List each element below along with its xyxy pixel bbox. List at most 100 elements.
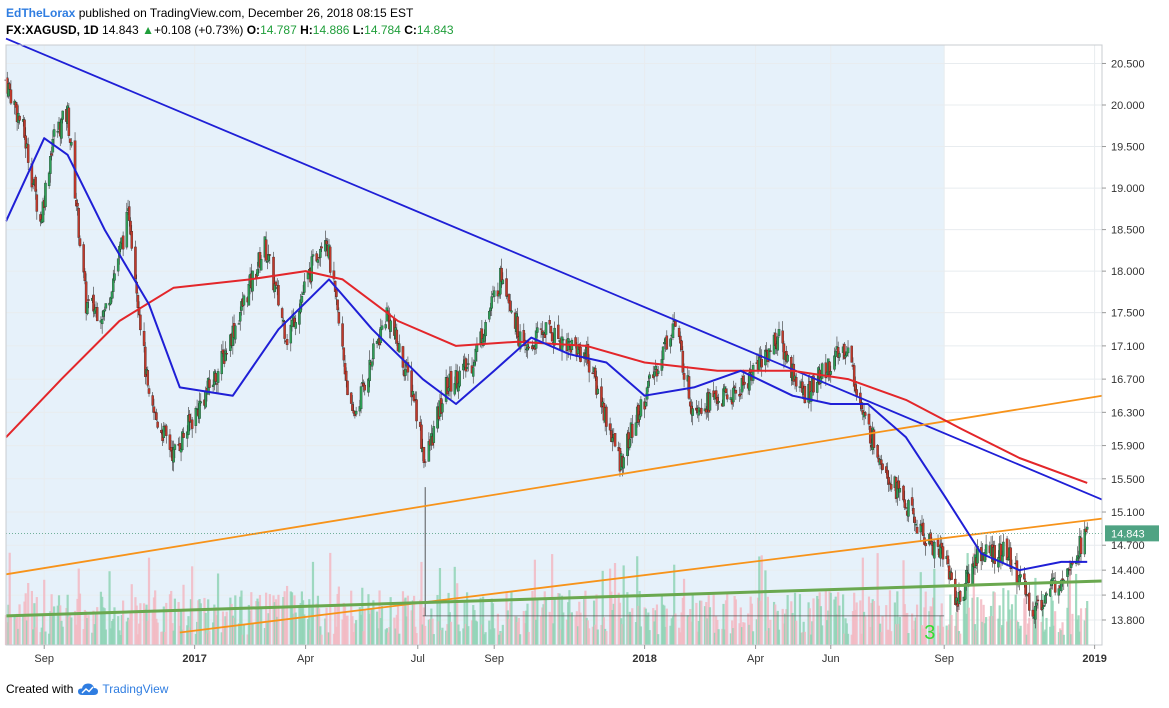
volume-bar <box>897 623 900 645</box>
volume-bar <box>60 620 63 645</box>
volume-bar <box>320 634 323 645</box>
candle-body <box>447 387 450 392</box>
candle-body <box>134 246 137 279</box>
volume-bar <box>721 628 724 645</box>
volume-bar <box>803 631 806 645</box>
volume-bar <box>118 630 121 645</box>
y-tick-label: 20.500 <box>1111 58 1145 70</box>
volume-bar <box>663 605 666 645</box>
candle-body <box>846 347 850 354</box>
volume-bar <box>705 602 708 645</box>
volume-bar <box>695 602 698 645</box>
volume-bar <box>1024 581 1027 645</box>
volume-bar <box>962 596 966 645</box>
volume-bar <box>679 632 682 645</box>
volume-bar <box>752 631 755 645</box>
candle-body <box>458 370 461 387</box>
candle-body <box>34 176 37 192</box>
tradingview-brand[interactable]: TradingView <box>102 682 169 696</box>
volume-bar <box>713 632 716 645</box>
candle-body <box>1042 605 1046 607</box>
volume-bar <box>837 592 840 645</box>
candle-body <box>368 359 371 382</box>
volume-bar <box>732 628 735 645</box>
trendline-blue[interactable] <box>5 37 1103 501</box>
volume-bar <box>424 625 427 645</box>
volume-bar <box>135 605 138 645</box>
volume-bar <box>526 603 529 645</box>
volume-bar <box>446 624 449 645</box>
volume-bar <box>886 629 889 645</box>
candle-body <box>1005 538 1009 561</box>
volume-bar <box>491 603 495 645</box>
volume-bar <box>660 594 663 645</box>
candle-body <box>930 541 934 546</box>
candle-body <box>913 516 916 524</box>
candle-body <box>644 402 648 407</box>
volume-bar <box>234 595 237 645</box>
volume-bar <box>61 626 64 645</box>
volume-bar <box>165 602 168 645</box>
volume-bar <box>819 606 823 645</box>
volume-bar <box>583 598 586 645</box>
volume-bar <box>825 620 829 645</box>
symbol-label: FX:XAGUSD, 1D <box>6 23 99 37</box>
trendline-green[interactable] <box>5 579 1103 618</box>
volume-bar <box>94 612 98 645</box>
volume-bar <box>1084 608 1088 645</box>
volume-bar <box>505 592 508 645</box>
volume-bar <box>750 603 753 645</box>
volume-bar <box>112 618 115 645</box>
volume-bar <box>759 600 762 645</box>
volume-bar <box>170 590 173 645</box>
volume-bar <box>6 622 9 645</box>
volume-bar <box>862 611 866 645</box>
volume-bar <box>129 611 132 645</box>
volume-bar <box>723 629 726 645</box>
author-name[interactable]: EdTheLorax <box>6 6 76 20</box>
volume-bar <box>749 596 752 645</box>
volume-bar <box>932 597 935 645</box>
candle-body <box>1015 560 1019 586</box>
volume-bar <box>86 618 89 645</box>
volume-bar <box>919 572 922 645</box>
volume-bar <box>474 620 477 645</box>
volume-bar <box>342 602 345 645</box>
volume-bar <box>101 596 104 645</box>
volume-bar <box>855 602 858 645</box>
volume-bar <box>266 622 269 645</box>
volume-bar <box>240 590 243 645</box>
trendline-orange[interactable] <box>179 517 1103 634</box>
candle-body <box>553 327 556 346</box>
candle-body <box>613 433 617 447</box>
volume-bar <box>1002 588 1005 645</box>
volume-bar <box>924 591 927 645</box>
volume-bar <box>793 592 797 645</box>
candle-body <box>277 285 280 306</box>
candle-body <box>769 350 772 352</box>
volume-bar <box>147 557 151 645</box>
candle-body <box>639 399 643 417</box>
volume-bar <box>199 603 202 645</box>
candle-body <box>294 322 297 329</box>
volume-bar <box>941 626 945 645</box>
volume-bar <box>760 555 763 645</box>
volume-bar <box>507 618 511 645</box>
y-tick-label: 14.400 <box>1111 565 1145 577</box>
candle-body <box>596 388 600 394</box>
candle-body <box>1077 557 1080 559</box>
candle-body <box>354 410 358 415</box>
candle-body <box>251 270 254 292</box>
candle-body <box>215 383 219 385</box>
volume-bar <box>308 599 311 645</box>
volume-bar <box>654 610 657 645</box>
volume-bar <box>341 619 344 645</box>
volume-bar <box>928 611 931 645</box>
trendline-orange[interactable] <box>5 394 1103 576</box>
volume-bar <box>548 611 551 645</box>
volume-bar <box>816 595 819 645</box>
volume-bar <box>678 627 681 645</box>
volume-bar <box>247 604 250 645</box>
candle-body <box>446 377 449 395</box>
